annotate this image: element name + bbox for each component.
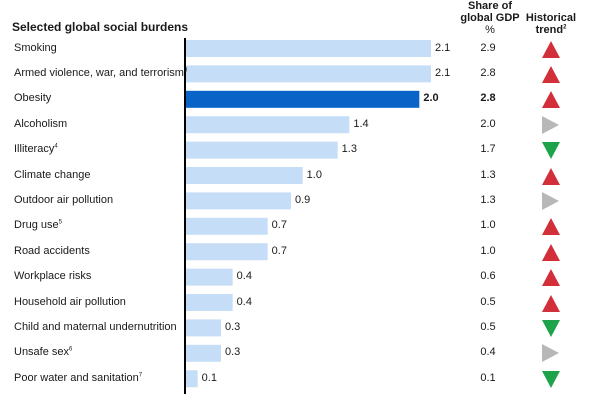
trend-header-footnote: 2: [563, 24, 567, 31]
row-label-12: Unsafe sex6: [14, 346, 72, 358]
trend-up-icon: [542, 294, 560, 312]
bar-value-label-1: 2.1: [435, 66, 451, 79]
bar-value-label-4: 1.3: [341, 143, 357, 156]
row-label-text: Unsafe sex: [14, 346, 70, 359]
bar-value-label-12: 0.3: [225, 346, 241, 359]
row-label-text: Outdoor air pollution: [14, 193, 114, 206]
trend-up-icon: [542, 218, 560, 236]
row-footnote: 3: [183, 67, 188, 74]
gdp-value-9: 0.6: [480, 270, 496, 283]
row-label-8: Road accidents: [14, 245, 90, 257]
bar-12: [186, 344, 221, 362]
bar-value-label-5: 1.0: [306, 168, 322, 181]
row-label-10: Household air pollution: [14, 296, 126, 308]
row-label-text: Smoking: [14, 41, 57, 54]
row-footnote: 5: [58, 219, 62, 226]
bar-11: [186, 319, 221, 337]
row-label-text: Workplace risks: [14, 270, 92, 283]
trend-up-icon: [542, 65, 560, 83]
row-footnote: 7: [138, 372, 143, 379]
bar-value-label-3: 1.4: [353, 117, 369, 130]
bar-value-label-10: 0.4: [236, 295, 252, 308]
gdp-value-13: 0.1: [480, 371, 496, 384]
row-footnote: 4: [54, 143, 58, 150]
row-label-13: Poor water and sanitation7: [14, 372, 142, 384]
row-label-text: Illiteracy: [14, 143, 55, 156]
bar-5: [186, 167, 303, 184]
row-label-text: Household air pollution: [14, 295, 126, 308]
row-label-text: Poor water and sanitation: [14, 371, 139, 384]
row-label-6: Outdoor air pollution: [14, 194, 113, 206]
trend-up-icon: [542, 167, 560, 185]
row-label-text: Road accidents: [14, 244, 90, 257]
bar-1: [186, 65, 431, 83]
gdp-value-4: 1.7: [480, 143, 496, 156]
bar-value-label-11: 0.3: [225, 320, 241, 333]
row-label-text: Armed violence, war, and terrorism: [14, 66, 184, 79]
bar-0: [186, 40, 431, 57]
row-label-2: Obesity: [14, 92, 51, 104]
row-label-text: Obesity: [14, 92, 52, 105]
trend-column-header: Historical trend2: [518, 12, 584, 36]
trend-up-icon: [542, 243, 560, 261]
trend-up-icon: [542, 40, 560, 58]
bar-value-label-2: 2.0: [423, 92, 439, 105]
gdp-value-5: 1.3: [480, 168, 496, 181]
row-label-3: Alcoholism: [14, 118, 67, 130]
bar-2: [186, 90, 420, 108]
gdp-header-text: Share of global GDP: [460, 0, 520, 24]
gdp-header-unit: %: [485, 24, 495, 36]
bar-13: [186, 370, 198, 388]
row-label-text: Climate change: [14, 168, 91, 181]
gdp-value-11: 0.5: [480, 320, 496, 333]
row-label-11: Child and maternal undernutrition: [14, 321, 177, 333]
bar-value-label-6: 0.9: [295, 193, 311, 206]
bar-value-label-8: 0.7: [271, 244, 287, 257]
gdp-value-0: 2.9: [480, 41, 496, 54]
row-label-1: Armed violence, war, and terrorism3: [14, 67, 187, 79]
row-label-4: Illiteracy4: [14, 143, 58, 155]
gdp-value-2: 2.8: [480, 92, 496, 105]
bar-8: [186, 243, 268, 261]
row-label-text: Alcoholism: [14, 117, 68, 130]
trend-down-icon: [542, 142, 560, 160]
trend-down-icon: [542, 319, 560, 337]
row-label-7: Drug use5: [14, 219, 62, 231]
bar-3: [186, 116, 350, 134]
row-label-text: Drug use: [14, 219, 59, 232]
trend-up-icon: [542, 91, 560, 109]
y-axis-line: [184, 38, 186, 394]
trend-flat-icon: [542, 115, 559, 134]
gdp-value-1: 2.8: [480, 66, 496, 79]
row-label-9: Workplace risks: [14, 270, 91, 282]
trend-flat-icon: [542, 191, 559, 210]
chart-title: Selected global social burdens: [12, 20, 189, 34]
gdp-value-10: 0.5: [480, 295, 496, 308]
gdp-value-6: 1.3: [480, 193, 496, 206]
bar-4: [186, 141, 338, 159]
bar-7: [186, 217, 268, 235]
bar-9: [186, 268, 233, 286]
trend-flat-icon: [542, 344, 559, 363]
trend-header-text: Historical trend: [525, 12, 577, 36]
row-footnote: 6: [69, 346, 73, 353]
bar-6: [186, 192, 291, 210]
gdp-value-7: 1.0: [480, 219, 496, 232]
bar-value-label-9: 0.4: [236, 270, 252, 283]
row-label-5: Climate change: [14, 169, 90, 181]
bar-10: [186, 294, 233, 311]
bar-value-label-13: 0.1: [201, 371, 217, 384]
row-label-0: Smoking: [14, 42, 57, 54]
bar-value-label-7: 0.7: [271, 219, 287, 232]
gdp-value-8: 1.0: [480, 244, 496, 257]
gdp-column-header: Share of global GDP %: [456, 0, 524, 36]
bar-value-label-0: 2.1: [435, 41, 451, 54]
gdp-value-3: 2.0: [480, 117, 496, 130]
row-label-text: Child and maternal undernutrition: [14, 320, 177, 333]
trend-up-icon: [542, 269, 560, 287]
gdp-value-12: 0.4: [480, 346, 496, 359]
trend-down-icon: [542, 370, 560, 388]
